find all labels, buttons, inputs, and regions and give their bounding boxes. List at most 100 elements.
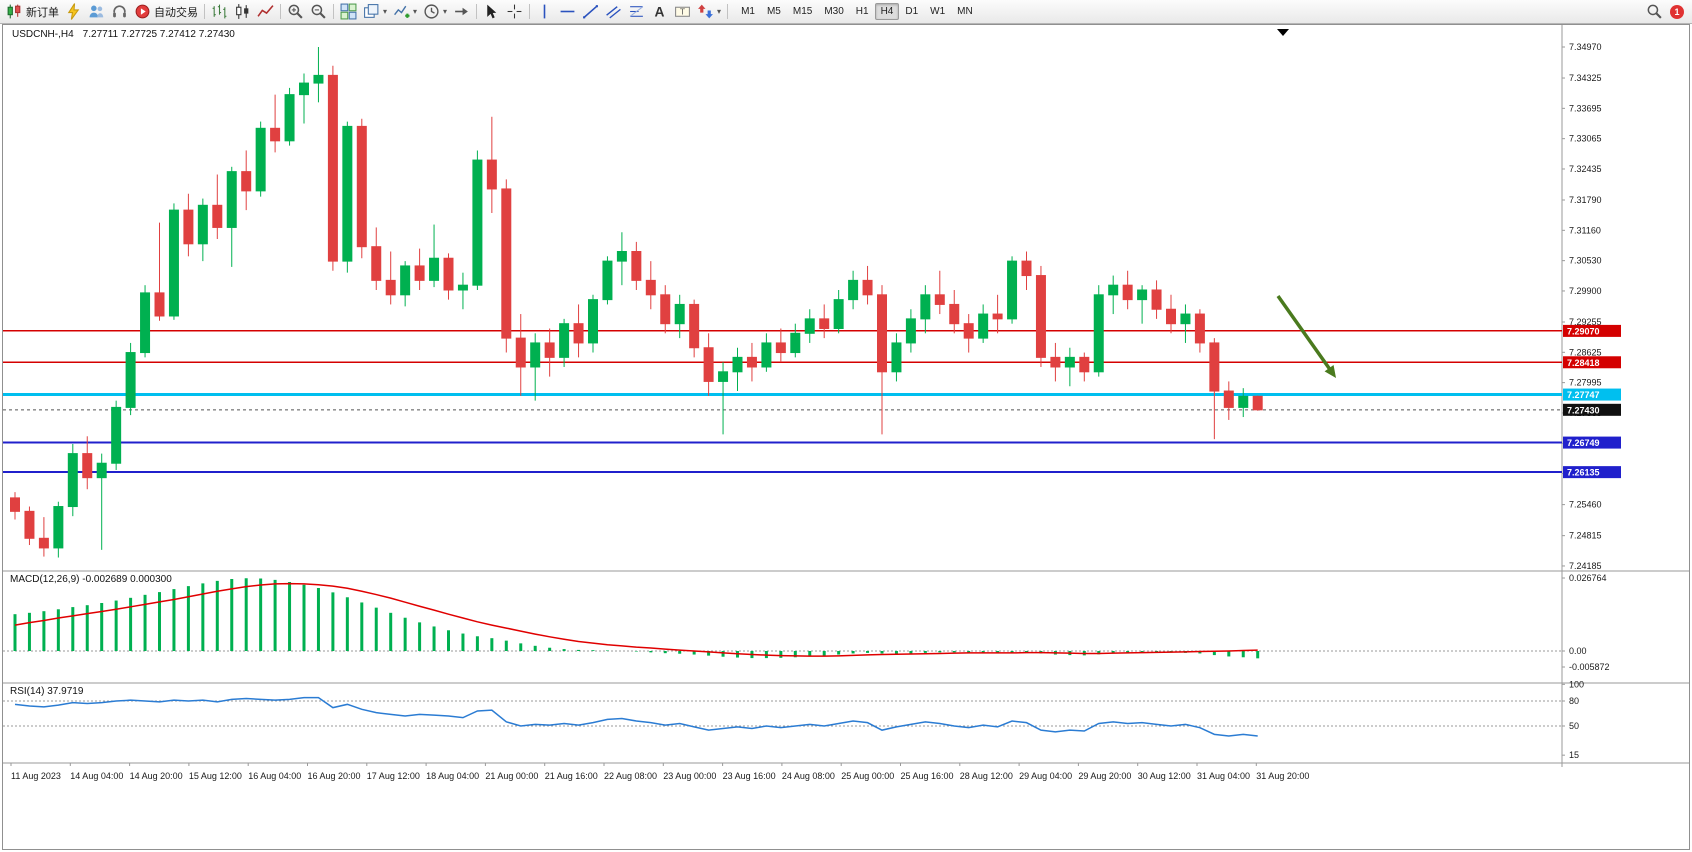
price-level-tag[interactable] — [1563, 403, 1621, 416]
candle-body — [299, 82, 309, 96]
new-order-button[interactable]: 新订单 — [3, 2, 62, 22]
headset-button[interactable] — [108, 2, 131, 22]
timeframe-d1-button[interactable]: D1 — [905, 6, 919, 17]
chart-shift-button[interactable] — [450, 2, 473, 22]
cursor-button[interactable] — [480, 2, 503, 22]
candle-body — [385, 279, 396, 296]
timeframe-mn-button[interactable]: MN — [957, 6, 973, 17]
price-tag-label: 7.28418 — [1567, 358, 1600, 368]
candle-body — [573, 323, 584, 344]
candle-body — [544, 342, 555, 358]
price-level-tag[interactable] — [1563, 356, 1621, 369]
price-axis-label: 7.29900 — [1569, 286, 1602, 296]
chart-shift-icon — [455, 7, 468, 16]
candlestick-chart-button[interactable] — [231, 2, 254, 22]
candle-body — [10, 497, 20, 512]
candle-body — [819, 318, 830, 329]
zoom-out-icon — [311, 4, 326, 19]
rsi-axis-label: 100 — [1569, 679, 1584, 689]
price-tag-label: 7.26749 — [1567, 438, 1600, 448]
candle-body — [978, 313, 989, 339]
bar-chart-button[interactable] — [208, 2, 231, 22]
price-axis-label: 7.33065 — [1569, 134, 1602, 144]
expert-advisors-button[interactable] — [62, 2, 85, 22]
time-axis-label: 21 Aug 00:00 — [485, 771, 538, 781]
profiles-button[interactable] — [85, 2, 108, 22]
price-level-tag[interactable] — [1563, 436, 1621, 449]
timeframe-w1-button[interactable]: W1 — [930, 6, 946, 17]
new-order-label: 新订单 — [26, 6, 59, 19]
candle-body — [154, 292, 165, 317]
zoom-in-icon — [288, 4, 303, 19]
candle-body — [168, 209, 179, 317]
tile-windows-button[interactable] — [337, 2, 360, 22]
price-level-tag[interactable] — [1563, 388, 1621, 401]
price-tag-label: 7.26135 — [1567, 468, 1600, 478]
price-level-tag[interactable] — [1563, 466, 1621, 479]
time-axis-label: 29 Aug 04:00 — [1019, 771, 1072, 781]
zoom-out-button[interactable] — [307, 2, 330, 22]
chart-shift-marker[interactable] — [1277, 29, 1289, 36]
add-indicator-button[interactable]: ▾ — [390, 2, 420, 22]
timeframe-h4-button[interactable]: H4 — [874, 3, 900, 20]
trendline-button[interactable] — [579, 2, 602, 22]
autotrading-button[interactable]: 自动交易 — [131, 2, 201, 22]
price-tag-label: 7.27430 — [1567, 405, 1600, 415]
candle-body — [848, 279, 859, 301]
arrows-icon — [698, 4, 713, 19]
new-order-icon — [7, 4, 21, 19]
line-chart-icon — [257, 5, 274, 17]
chevron-down-icon: ▾ — [717, 6, 722, 16]
timeframe-m15-button[interactable]: M15 — [792, 6, 813, 17]
zoom-in-button[interactable] — [284, 2, 307, 22]
candle-body — [689, 303, 700, 349]
price-axis-label: 7.31160 — [1569, 225, 1601, 235]
chevron-down-icon: ▾ — [383, 6, 388, 16]
text-tool-button[interactable]: A — [648, 2, 671, 22]
arrow-annotation[interactable] — [1276, 294, 1333, 372]
period-selector-button[interactable]: ▾ — [420, 2, 450, 22]
line-chart-button[interactable] — [254, 2, 277, 22]
search-icon[interactable] — [1646, 3, 1663, 20]
timeframe-m5-button[interactable]: M5 — [766, 6, 781, 17]
price-tag-label: 7.29070 — [1567, 326, 1600, 336]
crosshair-button[interactable] — [503, 2, 526, 22]
timeframe-h1-button[interactable]: H1 — [855, 6, 869, 17]
clock-icon — [424, 4, 439, 19]
candle-body — [761, 342, 772, 368]
profiles-icon — [89, 5, 104, 18]
candle-body — [414, 265, 425, 281]
time-axis-label: 16 Aug 20:00 — [308, 771, 361, 781]
candle-body — [270, 127, 281, 142]
candle-body — [443, 257, 454, 291]
time-axis-label: 25 Aug 00:00 — [841, 771, 894, 781]
candle-body — [790, 332, 801, 354]
candlestick-chart-icon — [236, 4, 249, 19]
price-level-tag[interactable] — [1563, 324, 1621, 337]
timeframe-m30-button[interactable]: M30 — [824, 6, 844, 17]
arrange-windows-button[interactable]: ▾ — [360, 2, 390, 22]
candle-body — [934, 294, 945, 305]
candle-body — [645, 279, 656, 296]
candle-body — [67, 453, 78, 508]
price-axis-label: 7.27995 — [1569, 378, 1602, 388]
toolbar-separator — [204, 4, 205, 19]
arrows-tool-button[interactable]: ▾ — [694, 2, 724, 22]
candle-body — [877, 294, 887, 373]
time-axis-label: 23 Aug 00:00 — [663, 771, 716, 781]
candle-body — [1166, 308, 1176, 325]
svg-text:T: T — [680, 7, 685, 17]
candle-body — [732, 356, 743, 373]
notification-badge[interactable]: 1 — [1670, 4, 1684, 19]
cascade-windows-icon — [364, 4, 379, 18]
channel-button[interactable] — [602, 2, 625, 22]
vertical-line-button[interactable] — [533, 2, 556, 22]
candle-body — [457, 284, 468, 291]
horizontal-line-button[interactable] — [556, 2, 579, 22]
timeframe-m1-button[interactable]: M1 — [741, 6, 755, 17]
chart-canvas[interactable]: 7.34970 7.34325 7.33695 7.33065 7.32435 7.317… — [3, 25, 1689, 849]
candle-body — [96, 462, 107, 479]
fibonacci-button[interactable] — [625, 2, 648, 22]
text-label-button[interactable]: T — [671, 2, 694, 22]
